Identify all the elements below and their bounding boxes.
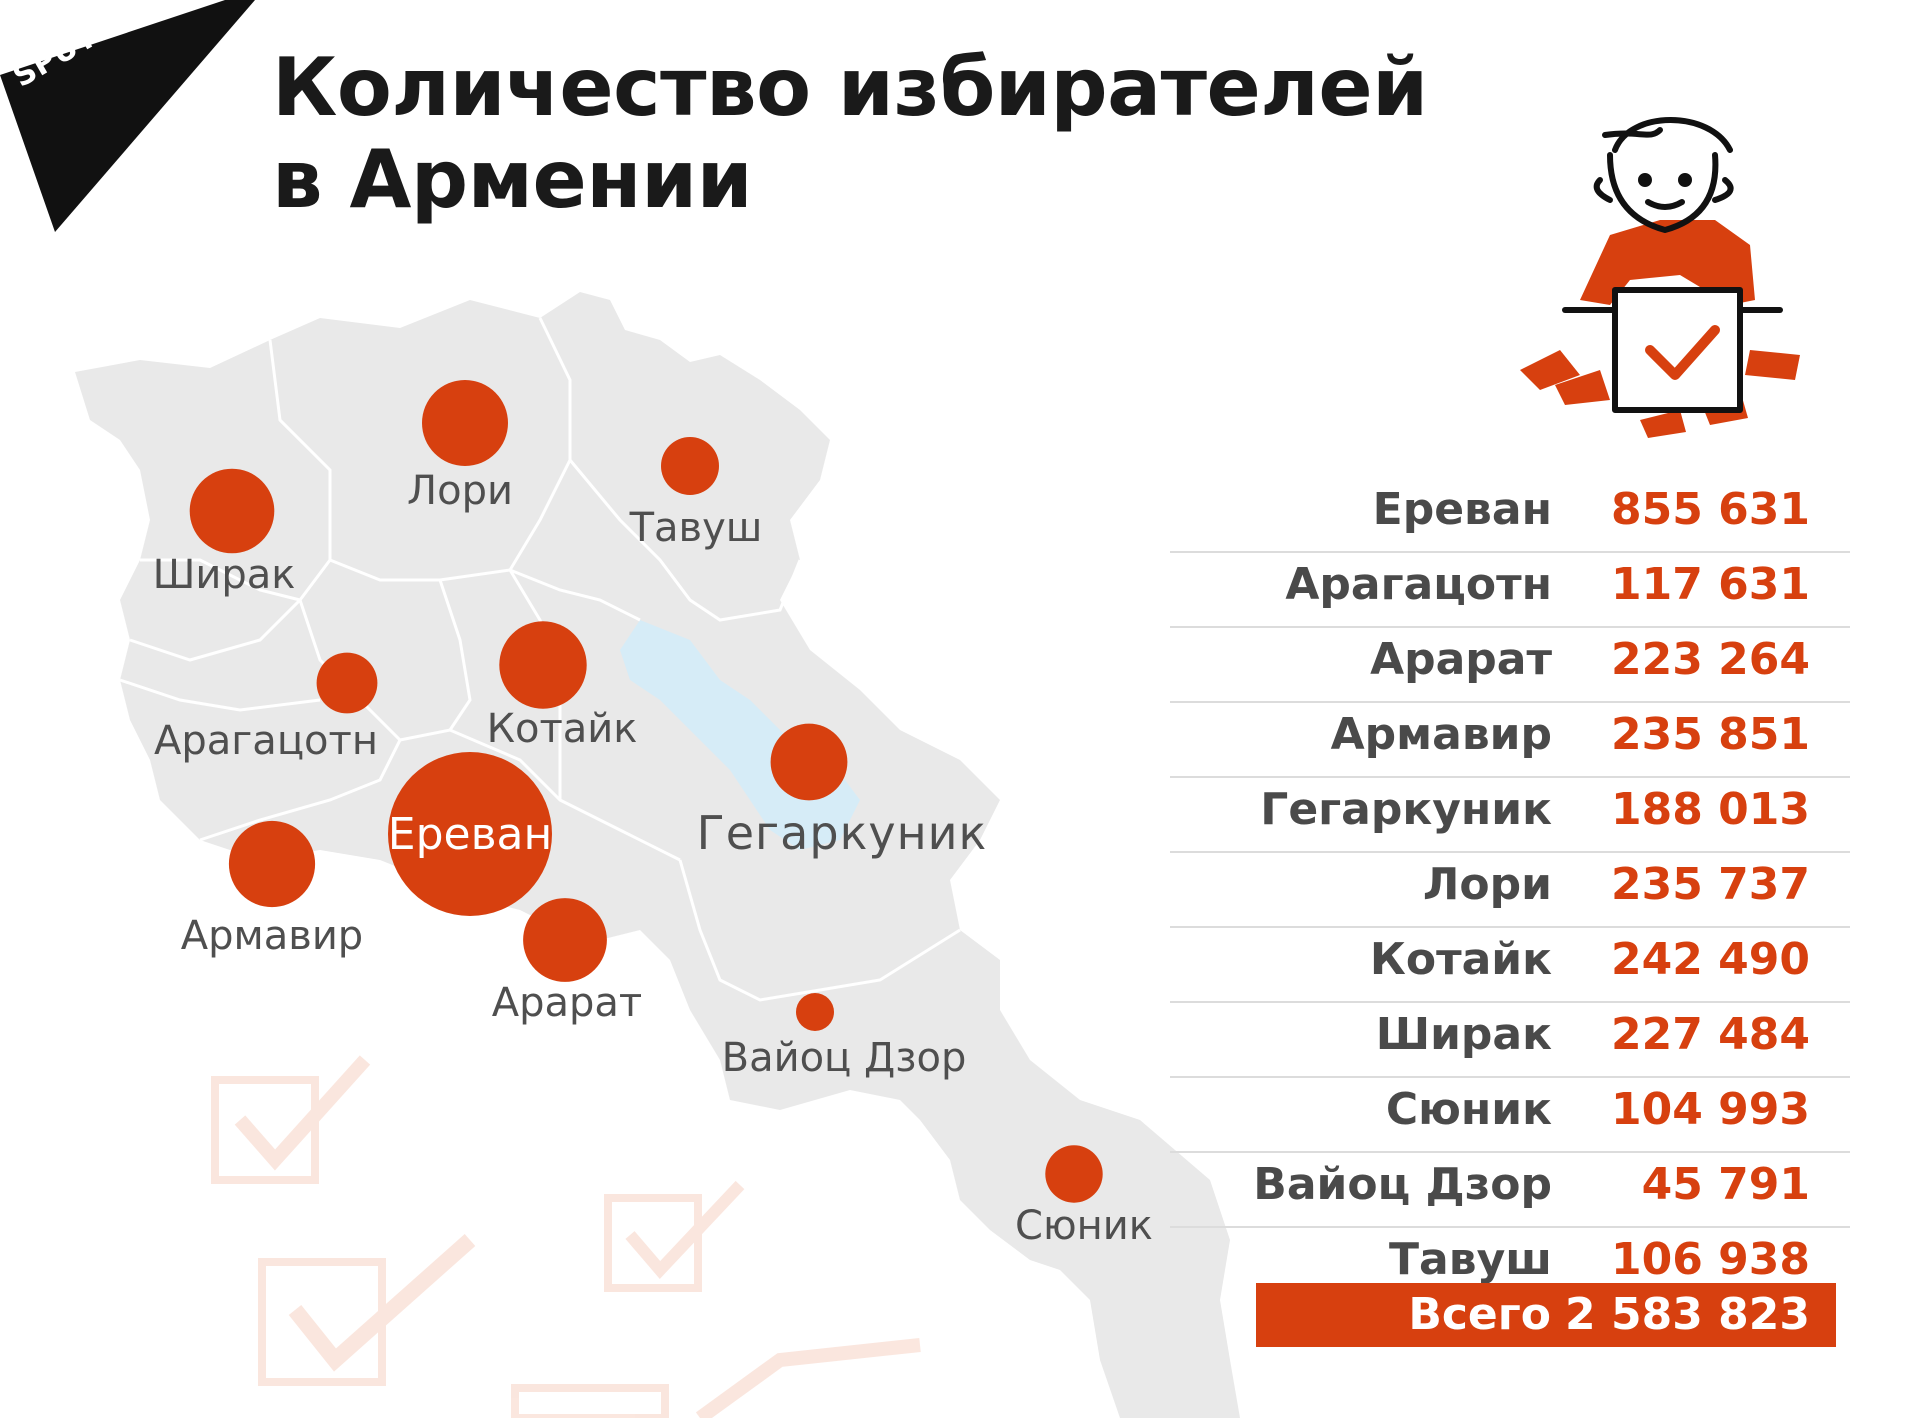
voter-circle xyxy=(189,468,275,554)
total-label: Всего xyxy=(1408,1289,1551,1340)
table-row: Арарат 223 264 xyxy=(1170,628,1850,703)
row-voters-value: 188 013 xyxy=(1610,784,1810,835)
table-row: Ереван 855 631 xyxy=(1170,478,1850,553)
row-voters-value: 235 851 xyxy=(1610,709,1810,760)
map-label-gegharkunik: Гегаркуник xyxy=(696,806,988,860)
map-label-tavush: Тавуш xyxy=(629,505,763,551)
voter-ballot-box-icon xyxy=(1520,117,1800,438)
table-row: Сюник 104 993 xyxy=(1170,1078,1850,1153)
title-line-1: Количество избирателей xyxy=(272,41,1428,134)
row-voters-value: 223 264 xyxy=(1610,634,1810,685)
row-region-name: Котайк xyxy=(1369,934,1552,985)
row-region-name: Ширак xyxy=(1375,1009,1552,1060)
logo-triangle-icon xyxy=(0,0,255,232)
map-label-yerevan: Ереван xyxy=(387,809,553,860)
voters-table: Ереван 855 631 Арагацотн 117 631 Арарат 223… xyxy=(1170,478,1850,1301)
voter-circle xyxy=(796,993,834,1031)
map-label-vayots-dzor: Вайоц Дзор xyxy=(721,1035,967,1081)
total-value: 2 583 823 xyxy=(1565,1289,1810,1340)
row-voters-value: 855 631 xyxy=(1610,484,1810,535)
table-row: Арагацотн 117 631 xyxy=(1170,553,1850,628)
map-label-syunik: Сюник xyxy=(1015,1203,1153,1249)
table-row: Лори 235 737 xyxy=(1170,853,1850,928)
table-row: Ширак 227 484 xyxy=(1170,1003,1850,1078)
voter-circle xyxy=(316,652,378,714)
row-region-name: Вайоц Дзор xyxy=(1253,1159,1552,1210)
voter-circle xyxy=(422,380,508,466)
row-region-name: Ереван xyxy=(1372,484,1552,535)
voter-circle xyxy=(499,621,587,709)
table-row: Котайк 242 490 xyxy=(1170,928,1850,1003)
table-row: Вайоц Дзор 45 791 xyxy=(1170,1153,1850,1228)
table-row: Тавуш 106 938 xyxy=(1170,1228,1850,1301)
region-borders xyxy=(119,317,961,1002)
voter-circles xyxy=(189,380,1103,1203)
page-title: Количество избирателей в Армении xyxy=(272,42,1452,226)
total-row: Всего 2 583 823 xyxy=(1256,1283,1836,1347)
table-row: Гегаркуник 188 013 xyxy=(1170,778,1850,853)
voter-circle xyxy=(770,723,848,801)
map-label-lori: Лори xyxy=(407,468,513,514)
row-region-name: Тавуш xyxy=(1389,1234,1552,1285)
map-label-aragatsotn: Арагацотн xyxy=(154,718,378,764)
row-region-name: Армавир xyxy=(1330,709,1552,760)
map-label-armavir: Армавир xyxy=(180,913,364,959)
row-voters-value: 242 490 xyxy=(1610,934,1810,985)
map-label-kotayk: Котайк xyxy=(486,706,638,752)
watermark-checkbox-icon xyxy=(211,1055,921,1418)
voter-circle xyxy=(1045,1145,1103,1203)
row-voters-value: 106 938 xyxy=(1610,1234,1810,1285)
row-voters-value: 45 791 xyxy=(1641,1159,1810,1210)
sputnik-logo: SPUTNIK xyxy=(0,0,260,240)
row-region-name: Арарат xyxy=(1370,634,1552,685)
row-voters-value: 235 737 xyxy=(1610,859,1810,910)
row-voters-value: 117 631 xyxy=(1610,559,1810,610)
row-voters-value: 227 484 xyxy=(1610,1009,1810,1060)
voter-circle xyxy=(228,820,316,908)
row-voters-value: 104 993 xyxy=(1610,1084,1810,1135)
map-label-shirak: Ширак xyxy=(152,552,296,598)
row-region-name: Лори xyxy=(1422,859,1552,910)
row-region-name: Сюник xyxy=(1385,1084,1552,1135)
voter-circle xyxy=(523,898,607,982)
row-region-name: Гегаркуник xyxy=(1260,784,1552,835)
map-label-ararat: Арарат xyxy=(491,980,643,1026)
row-region-name: Арагацотн xyxy=(1285,559,1552,610)
voter-circle xyxy=(388,752,552,916)
table-row: Армавир 235 851 xyxy=(1170,703,1850,778)
voter-circle xyxy=(661,437,719,495)
title-line-2: в Армении xyxy=(272,133,753,226)
